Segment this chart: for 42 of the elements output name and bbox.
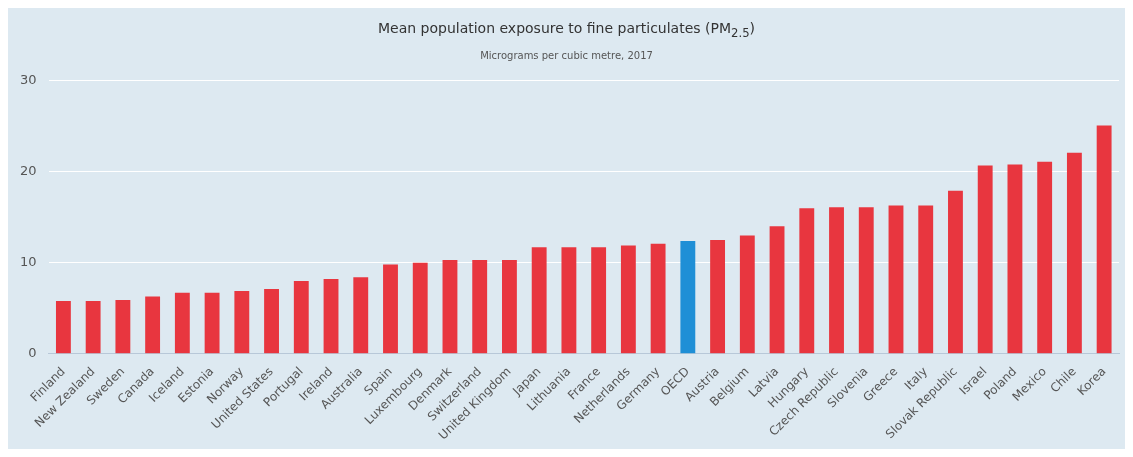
bar (1096, 125, 1112, 354)
bar (293, 280, 309, 354)
bar (739, 235, 755, 354)
bar (174, 292, 190, 354)
y-tick-label: 30 (20, 71, 37, 87)
bar (145, 296, 161, 354)
bar (561, 247, 577, 354)
bar (799, 207, 815, 354)
bar (234, 290, 250, 354)
y-tick-label: 20 (20, 162, 37, 178)
bar (858, 207, 874, 354)
bar (888, 205, 904, 354)
bar (115, 299, 131, 354)
bar (948, 190, 963, 354)
bar (502, 259, 517, 354)
bar (85, 300, 101, 354)
bar (620, 245, 636, 354)
chart-subtitle: Micrograms per cubic metre, 2017 (479, 49, 654, 61)
bar (472, 259, 488, 354)
bar (531, 247, 547, 354)
bar (55, 300, 71, 354)
chart-title: Mean population exposure to fine particulates (PM$_{2.5}$) (376, 19, 757, 40)
bar (977, 165, 993, 354)
bar (323, 278, 339, 354)
bar (264, 288, 279, 354)
bar (650, 243, 666, 354)
bar (680, 240, 696, 354)
y-tick-label: 0 (28, 344, 37, 360)
bar (412, 262, 428, 354)
bar (383, 264, 398, 354)
bar (918, 205, 934, 354)
bar (1007, 164, 1023, 354)
bar (1037, 161, 1053, 354)
bar (442, 259, 458, 354)
bar (769, 226, 785, 354)
bar (710, 239, 726, 354)
y-tick-label: 10 (20, 253, 37, 269)
bar (353, 277, 369, 354)
bar (829, 207, 844, 354)
bar (1066, 152, 1082, 354)
bar (204, 292, 220, 354)
bar (591, 247, 607, 354)
